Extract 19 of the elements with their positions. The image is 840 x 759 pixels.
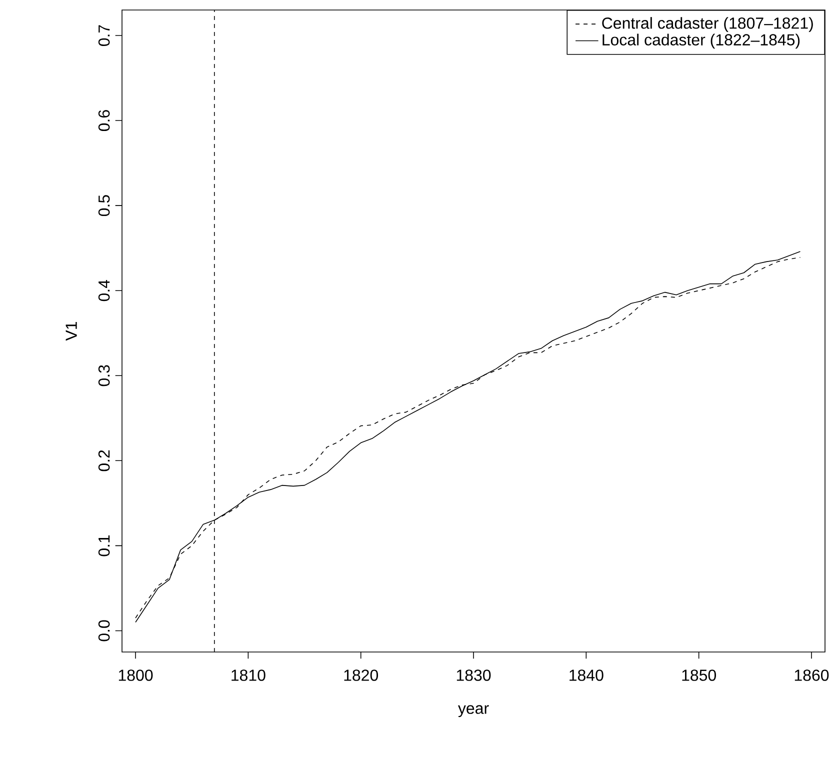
x-tick-label: 1830	[456, 670, 491, 681]
x-tick-label: 1810	[232, 670, 266, 681]
y-axis-title: V1	[66, 322, 77, 341]
x-tick-label: 1860	[794, 670, 829, 681]
x-tick-label: 1800	[118, 670, 153, 681]
y-tick-label: 0.6	[98, 110, 110, 132]
x-axis-title: year	[458, 705, 489, 718]
y-tick-label: 0.1	[98, 535, 110, 556]
y-tick-label: 0.2	[98, 450, 110, 472]
y-tick-label: 0.3	[98, 365, 110, 386]
y-tick-label: 0.7	[98, 25, 110, 46]
y-tick-label: 0.4	[98, 280, 110, 302]
legend-label: Local cadaster (1822–1845)	[602, 34, 800, 49]
x-tick-label: 1850	[682, 670, 716, 681]
y-tick-label: 0.5	[98, 195, 110, 216]
legend-label: Central cadaster (1807–1821)	[602, 17, 813, 32]
x-tick-label: 1820	[344, 670, 378, 681]
y-tick-label: 0.0	[98, 620, 110, 642]
x-tick-label: 1840	[570, 670, 604, 681]
